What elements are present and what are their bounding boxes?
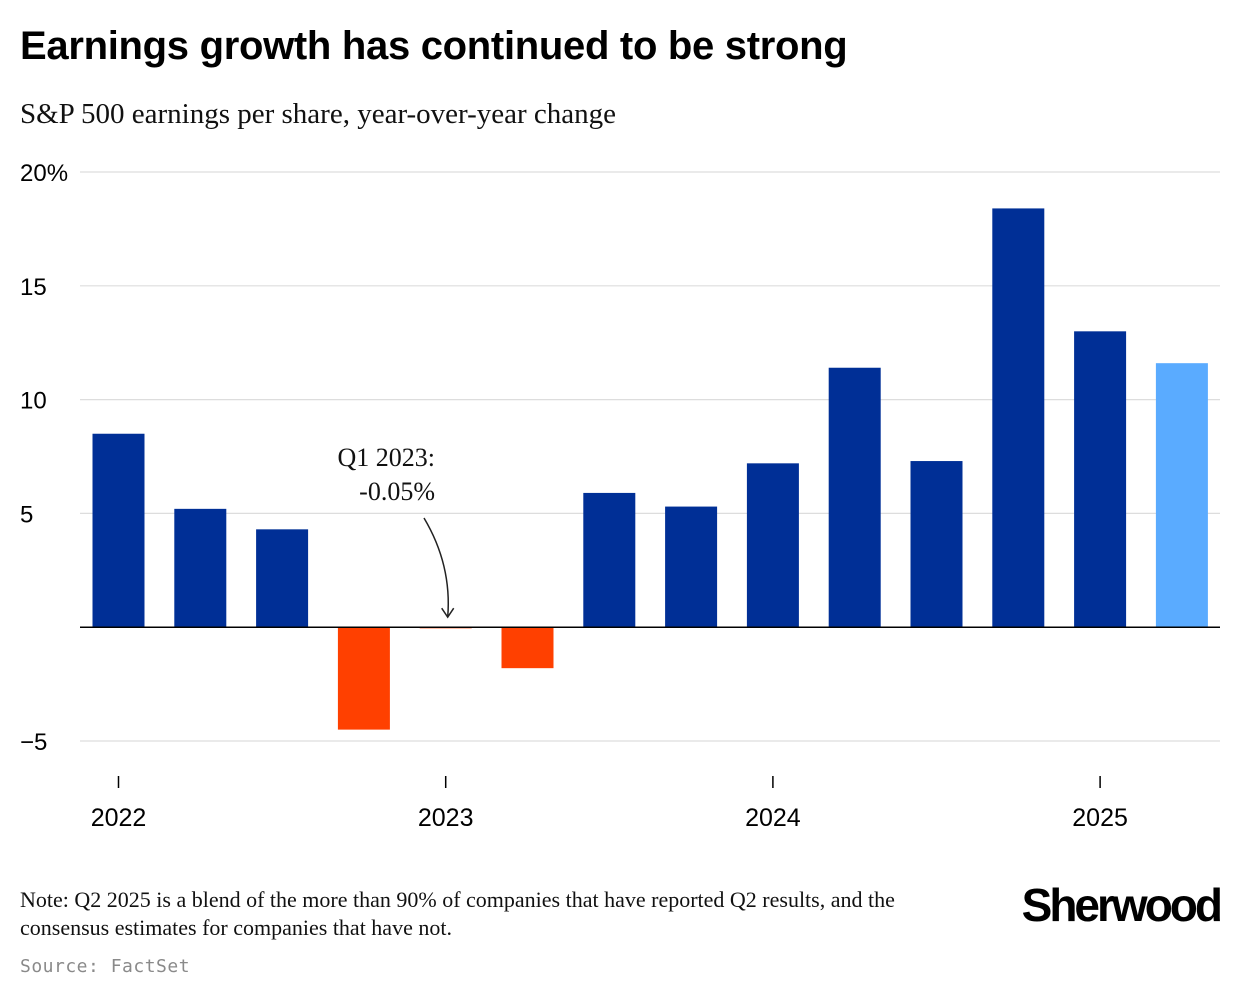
bars [92,208,1208,730]
bar [583,492,636,628]
bar [665,506,718,628]
axes: 20% 15 10 5 −5 2022 2023 2024 2025 [20,160,1220,832]
annotation-arrow [423,517,449,618]
bar [337,627,390,730]
y-tick-label: 10 [20,388,47,415]
bar-chart: 20% 15 10 5 −5 2022 2023 2024 2025 Q1 2023: -0.05… [20,160,1220,832]
brand-logo: Sherwood [1021,879,1223,931]
bar [174,508,227,628]
chart-source: Source: FactSet [20,956,191,977]
x-tick-label: 2025 [1072,804,1128,832]
x-tick-label: 2023 [418,804,474,832]
y-tick-label: 15 [20,274,47,301]
chart-title: Earnings growth has continued to be stro… [20,24,848,68]
chart-subtitle: S&P 500 earnings per share, year-over-ye… [20,98,617,130]
annotation-label: -0.05% [359,477,435,506]
x-tick-label: 2022 [91,804,147,832]
x-tick-label: 2024 [745,804,801,832]
bar [992,208,1045,628]
bar [828,367,881,628]
bar [910,461,963,628]
y-tick-label: 20% [20,160,68,187]
bar [256,529,309,628]
bar [1155,363,1208,628]
bar [746,463,799,628]
annotation-arrowhead [441,607,455,619]
y-tick-label: 5 [20,501,33,528]
y-tick-label: −5 [20,729,47,756]
annotation: Q1 2023: -0.05% [338,443,455,619]
grid-lines [80,171,1220,742]
bar [92,433,145,628]
annotation-label: Q1 2023: [338,443,436,472]
bar [501,627,554,669]
bar [1074,331,1127,628]
chart-note: Note: Q2 2025 is a blend of the more tha… [20,887,895,940]
